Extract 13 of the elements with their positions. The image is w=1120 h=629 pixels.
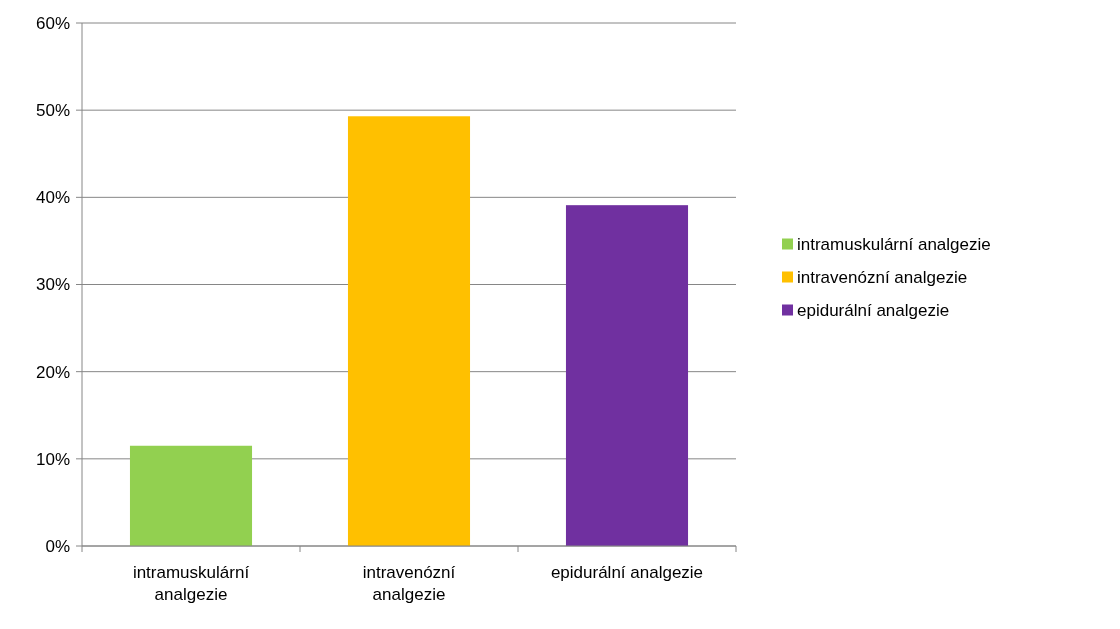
x-tick-label: intravenózní analgezie bbox=[362, 563, 456, 604]
y-tick-label: 10% bbox=[35, 449, 70, 469]
x-tick-label: epidurální analgezie bbox=[550, 563, 704, 582]
y-tick-label: 40% bbox=[35, 188, 70, 208]
y-tick-label: 50% bbox=[35, 101, 70, 121]
x-tick-label: intramuskulární analgezie bbox=[132, 563, 250, 604]
y-tick-label: 30% bbox=[35, 275, 70, 295]
y-tick-label: 60% bbox=[35, 13, 70, 33]
legend-label: intravenózní analgezie bbox=[797, 268, 968, 288]
legend-label: intramuskulární analgezie bbox=[797, 235, 991, 255]
y-tick-label: 0% bbox=[45, 536, 70, 556]
legend-label: epidurální analgezie bbox=[797, 301, 950, 321]
y-tick-label: 20% bbox=[35, 362, 70, 382]
